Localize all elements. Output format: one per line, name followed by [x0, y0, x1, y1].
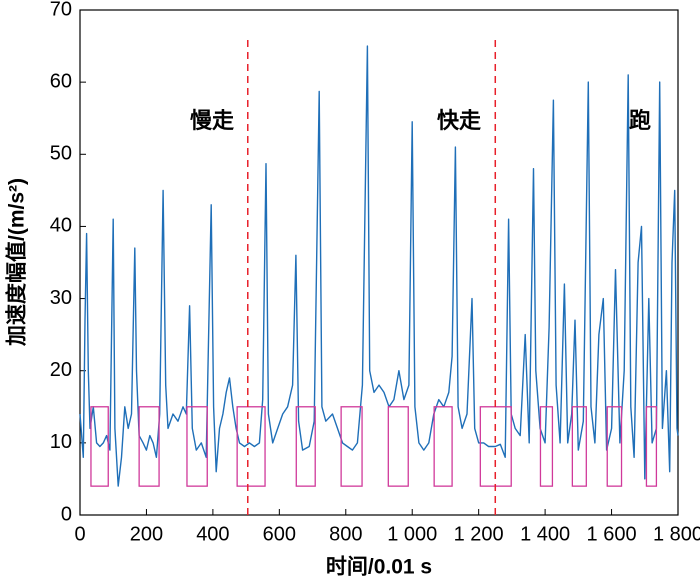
- x-tick-label: 1 400: [520, 523, 570, 545]
- y-tick-label: 70: [50, 0, 72, 20]
- x-tick-label: 200: [130, 523, 163, 545]
- region-box: [138, 406, 160, 487]
- region-box: [606, 406, 623, 487]
- region-box: [295, 406, 316, 487]
- x-tick-label: 1 000: [387, 523, 437, 545]
- region-box: [539, 406, 554, 487]
- x-tick-label: 400: [196, 523, 229, 545]
- phase-label: 跑: [629, 108, 651, 133]
- x-tick-label: 1 800: [653, 523, 700, 545]
- region-box: [571, 406, 587, 487]
- region-box: [90, 406, 109, 487]
- y-tick-label: 30: [50, 287, 72, 309]
- region-box: [387, 406, 409, 487]
- region-box: [645, 406, 658, 487]
- y-tick-label: 40: [50, 215, 72, 237]
- data-line: [79, 45, 679, 487]
- region-box: [433, 406, 453, 487]
- region-box: [186, 406, 208, 487]
- x-tick-label: 800: [329, 523, 362, 545]
- x-tick-label: 1 200: [454, 523, 504, 545]
- region-box: [340, 406, 363, 487]
- x-tick-label: 0: [74, 523, 85, 545]
- phase-label: 快走: [437, 108, 481, 133]
- y-axis-title: 加速度幅值/(m/s²): [5, 178, 29, 347]
- y-tick-label: 50: [50, 143, 72, 165]
- x-tick-label: 600: [263, 523, 296, 545]
- y-tick-label: 0: [61, 503, 72, 525]
- plot-frame: [79, 9, 679, 516]
- y-tick-label: 20: [50, 359, 72, 381]
- x-axis-title: 时间/0.01 s: [326, 556, 432, 579]
- phase-label: 慢走: [190, 108, 234, 133]
- y-tick-label: 60: [50, 70, 72, 92]
- x-tick-label: 1 600: [587, 523, 637, 545]
- y-tick-label: 10: [50, 431, 72, 453]
- region-box: [236, 406, 266, 487]
